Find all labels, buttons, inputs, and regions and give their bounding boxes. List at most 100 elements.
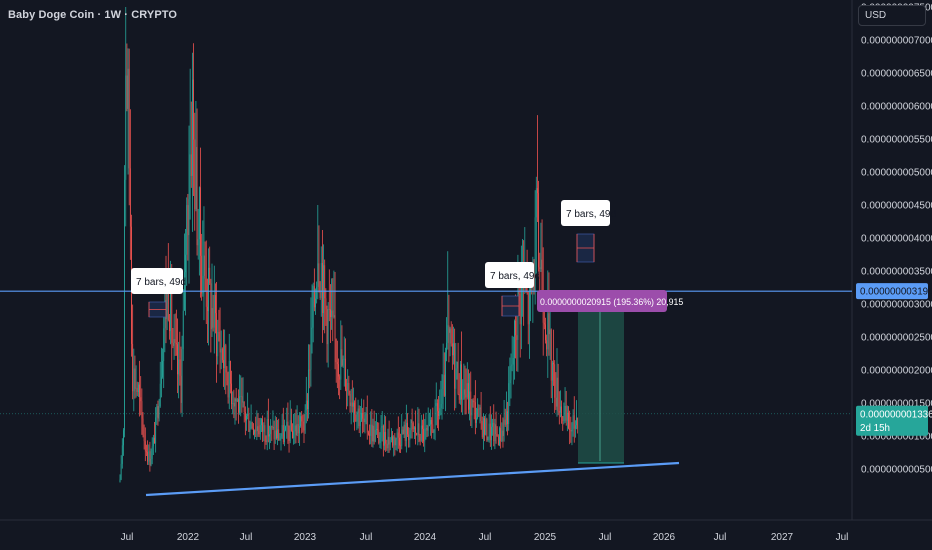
candle-body (565, 405, 567, 421)
candle-body (211, 308, 213, 330)
candle-body (274, 430, 276, 440)
candle-body (172, 342, 174, 346)
candle-body (292, 430, 293, 439)
candle-body (358, 408, 360, 427)
candle-body (282, 425, 284, 442)
candle-body (182, 310, 184, 349)
candle-body (205, 278, 207, 307)
candle-body (562, 416, 564, 421)
candle-body (543, 322, 545, 325)
time-tick-label: 2024 (414, 532, 437, 543)
candle-body (376, 428, 377, 430)
price-tick-label: 0.0000000055000 (861, 135, 932, 146)
price-tick-label: 0.0000000060000 (861, 102, 932, 113)
candle-body (247, 413, 249, 416)
candle-body (430, 420, 431, 425)
candle-body (351, 402, 353, 407)
candle-body (487, 436, 489, 441)
support-trendline[interactable] (145, 461, 680, 497)
currency-button[interactable]: USD (858, 5, 926, 26)
candle-body (189, 154, 191, 200)
candle-body (477, 408, 479, 419)
bars-pattern-3[interactable] (576, 233, 595, 263)
candle-body (233, 403, 235, 407)
candle-body (439, 408, 441, 416)
candle-body (345, 358, 346, 390)
candle-body (231, 383, 232, 405)
candle-body (257, 426, 259, 431)
candle-body (495, 424, 497, 435)
candle-body (258, 430, 260, 435)
time-tick-label: 2023 (294, 532, 317, 543)
last-price-badge-text: 0.0000000013366 (860, 409, 932, 420)
candle-body (511, 364, 513, 366)
candle-body (425, 428, 427, 430)
candle-body (576, 417, 577, 426)
candle-body (403, 424, 405, 434)
candle-body (480, 407, 482, 422)
candle-body (458, 393, 460, 400)
candle-body (405, 422, 407, 441)
candle-body (186, 205, 188, 255)
candle-body (299, 425, 300, 434)
candle-body (121, 445, 123, 464)
candle-body (419, 436, 421, 441)
candle-body (506, 411, 507, 425)
measure-label[interactable]: 0.0000000020915 (195.36%) 20,915 (537, 290, 683, 312)
candle-body (324, 265, 326, 299)
candle-body (374, 429, 376, 442)
candle-body (293, 431, 295, 439)
candle-body (119, 479, 121, 483)
candle-body (423, 428, 424, 442)
bars-pattern-2[interactable] (501, 295, 520, 317)
candle-body (226, 372, 228, 381)
candle-body (564, 405, 566, 412)
candle-body (163, 328, 165, 362)
bars-pattern-1[interactable] (148, 301, 167, 318)
candle-body (408, 434, 410, 441)
bars-label-2[interactable]: 7 bars, 49d (485, 262, 540, 288)
candle-body (464, 389, 466, 395)
candle-body (328, 309, 330, 310)
candle-body (150, 458, 152, 466)
bars-label-3[interactable]: 7 bars, 49d (561, 200, 616, 226)
candle-body (174, 339, 176, 343)
long-position-box[interactable] (578, 291, 624, 463)
candle-body (244, 411, 246, 421)
candle-body (249, 428, 251, 432)
candle-body (422, 425, 423, 429)
candle-body (318, 263, 320, 288)
candle-body (440, 403, 442, 409)
candle-body (198, 187, 200, 240)
candle-body (129, 168, 131, 227)
candle-body (428, 424, 430, 426)
candle-body (162, 361, 163, 378)
candle-body (309, 369, 311, 371)
candle-body (469, 391, 470, 410)
candle-body (529, 290, 530, 325)
candle-body (148, 451, 150, 462)
candle-body (499, 427, 500, 446)
candle-body (548, 313, 550, 335)
candle-body (339, 376, 341, 380)
candle-body (335, 338, 337, 363)
candle-body (215, 295, 216, 314)
bars-label-1[interactable]: 7 bars, 49d (131, 268, 186, 294)
candle-body (323, 265, 324, 314)
candle-body (364, 415, 366, 423)
candle-body (394, 436, 396, 446)
candle-body (234, 398, 236, 407)
candle-body (399, 437, 400, 446)
candle-body (315, 298, 316, 308)
candle-body (371, 424, 373, 442)
candle-body (132, 343, 134, 392)
candle-body (236, 399, 238, 402)
candle-body (509, 380, 511, 384)
candle-body (372, 425, 374, 442)
candle-body (333, 315, 335, 317)
candle-body (573, 415, 575, 429)
candle-body (251, 422, 253, 429)
candle-body (547, 313, 549, 350)
candle-body (377, 428, 378, 430)
